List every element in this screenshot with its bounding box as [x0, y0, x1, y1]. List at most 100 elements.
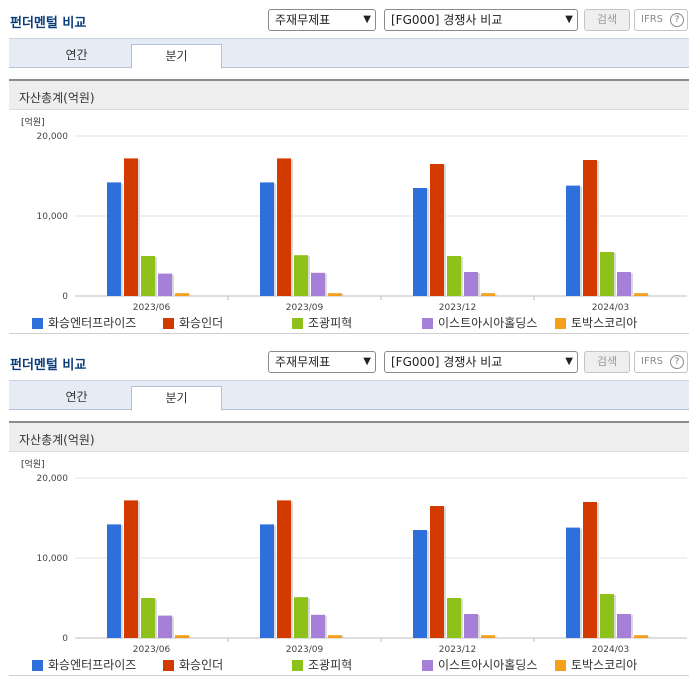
bar[interactable] [600, 252, 614, 296]
bar[interactable] [277, 158, 291, 296]
bar[interactable] [175, 293, 189, 296]
period-tabs: 연간 분기 [9, 38, 689, 69]
bar[interactable] [175, 635, 189, 638]
bar[interactable] [311, 272, 325, 296]
bar[interactable] [566, 185, 580, 296]
statement-type-select[interactable]: 주재무제표 ▼ [268, 351, 376, 373]
y-tick-label: 0 [62, 292, 68, 302]
bar[interactable] [294, 255, 308, 296]
period-tabs: 연간 분기 [9, 380, 689, 411]
legend-item[interactable]: 이스트아시아홀딩스 [422, 315, 537, 331]
legend-swatch [555, 660, 566, 671]
bar[interactable] [481, 293, 495, 296]
bar[interactable] [141, 256, 155, 296]
x-tick-label: 2023/09 [286, 303, 324, 312]
bar[interactable] [617, 614, 631, 638]
chart-legend: 화승엔터프라이즈 화승인더 조광피혁 이스트아시아홀딩스 토박스코리아 [9, 654, 689, 676]
tab-quarter[interactable]: 분기 [131, 386, 222, 411]
bar[interactable] [583, 160, 597, 296]
legend-label: 토박스코리아 [571, 316, 638, 330]
ifrs-button[interactable]: IFRS ? [634, 351, 688, 373]
ifrs-button[interactable]: IFRS ? [634, 9, 688, 31]
x-tick-label: 2024/03 [592, 303, 629, 312]
bar[interactable] [277, 500, 291, 638]
y-tick-label: 20,000 [37, 132, 69, 142]
bar[interactable] [481, 635, 495, 638]
ifrs-label: IFRS [641, 14, 663, 25]
legend-item[interactable]: 화승인더 [163, 315, 223, 331]
bar[interactable] [634, 293, 648, 296]
help-icon[interactable]: ? [670, 355, 684, 369]
bar[interactable] [413, 530, 427, 638]
bar[interactable] [464, 272, 478, 296]
y-axis-unit-label: [억원] [21, 116, 45, 128]
compare-group-select[interactable]: [FG000] 경쟁사 비교 ▼ [384, 9, 578, 31]
total-assets-chart: [억원] 0 10,000 20,000 2023/06 2023/09 2023/12 20… [9, 110, 689, 312]
bar[interactable] [328, 293, 342, 296]
bar[interactable] [294, 597, 308, 638]
legend-swatch [163, 660, 174, 671]
legend-item[interactable]: 토박스코리아 [555, 657, 637, 673]
statement-type-select[interactable]: 주재무제표 ▼ [268, 9, 376, 31]
page-title: 펀더멘털 비교 [10, 358, 87, 373]
section-header: 자산총계(억원) [9, 79, 689, 110]
bar[interactable] [124, 158, 138, 296]
section-header: 자산총계(억원) [9, 421, 689, 452]
legend-swatch [555, 318, 566, 329]
legend-label: 화승인더 [179, 316, 224, 330]
tab-annual[interactable]: 연간 [65, 48, 88, 62]
bar[interactable] [430, 164, 444, 296]
chart-svg: [억원] 0 10,000 20,000 2023/06 2023/09 2023/12 20… [21, 458, 687, 654]
bar[interactable] [583, 502, 597, 638]
bar[interactable] [328, 635, 342, 638]
legend-item[interactable]: 조광피혁 [292, 315, 352, 331]
page-title: 펀더멘털 비교 [10, 16, 87, 31]
legend-item[interactable]: 조광피혁 [292, 657, 352, 673]
bar[interactable] [158, 615, 172, 638]
section-title: 자산총계(억원) [19, 91, 95, 105]
bar[interactable] [260, 524, 274, 638]
y-tick-label: 10,000 [37, 212, 69, 222]
bar[interactable] [107, 524, 121, 638]
bar[interactable] [600, 594, 614, 638]
legend-swatch [292, 318, 303, 329]
compare-group-value: [FG000] 경쟁사 비교 [391, 355, 503, 369]
bar[interactable] [566, 527, 580, 638]
help-icon[interactable]: ? [670, 13, 684, 27]
legend-label: 토박스코리아 [571, 658, 638, 672]
y-axis-unit-label: [억원] [21, 458, 45, 470]
chevron-down-icon: ▼ [565, 14, 573, 25]
compare-group-value: [FG000] 경쟁사 비교 [391, 13, 503, 27]
bar[interactable] [447, 598, 461, 638]
bar[interactable] [430, 506, 444, 638]
bar[interactable] [141, 598, 155, 638]
legend-swatch [32, 660, 43, 671]
x-tick-label: 2023/12 [439, 645, 476, 654]
legend-swatch [292, 660, 303, 671]
bar[interactable] [107, 182, 121, 296]
bar[interactable] [311, 614, 325, 638]
search-button[interactable]: 검색 [584, 9, 630, 31]
bar[interactable] [413, 188, 427, 296]
bar[interactable] [617, 272, 631, 296]
legend-item[interactable]: 화승인더 [163, 657, 223, 673]
legend-swatch [32, 318, 43, 329]
bar[interactable] [634, 635, 648, 638]
bar[interactable] [124, 500, 138, 638]
bar[interactable] [158, 273, 172, 296]
bar[interactable] [464, 614, 478, 638]
total-assets-chart: [억원] 0 10,000 20,000 2023/06 2023/09 2023/12 20… [9, 452, 689, 654]
compare-group-select[interactable]: [FG000] 경쟁사 비교 ▼ [384, 351, 578, 373]
search-button[interactable]: 검색 [584, 351, 630, 373]
bar[interactable] [260, 182, 274, 296]
bar[interactable] [447, 256, 461, 296]
legend-item[interactable]: 토박스코리아 [555, 315, 637, 331]
legend-swatch [422, 318, 433, 329]
tab-quarter[interactable]: 분기 [131, 44, 222, 69]
x-tick-label: 2023/09 [286, 645, 324, 654]
y-tick-label: 20,000 [37, 474, 69, 484]
legend-item[interactable]: 화승엔터프라이즈 [32, 315, 136, 331]
legend-item[interactable]: 이스트아시아홀딩스 [422, 657, 537, 673]
tab-annual[interactable]: 연간 [65, 390, 88, 404]
legend-item[interactable]: 화승엔터프라이즈 [32, 657, 136, 673]
